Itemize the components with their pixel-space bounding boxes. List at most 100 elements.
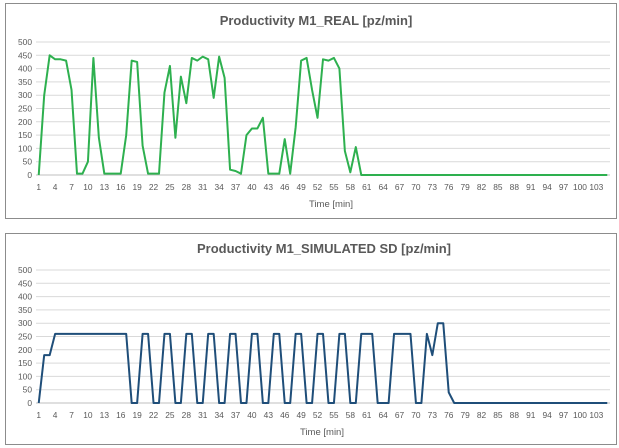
x-tick-label: 94 <box>542 182 552 192</box>
x-tick-label: 43 <box>264 182 274 192</box>
x-tick-label: 34 <box>214 182 224 192</box>
x-tick-label: 61 <box>362 410 372 420</box>
x-tick-label: 13 <box>100 410 110 420</box>
x-tick-label: 103 <box>589 182 603 192</box>
x-tick-label: 76 <box>444 410 454 420</box>
chart-simulated-panel: Productivity M1_SIMULATED SD [pz/min] 0 5… <box>5 233 617 445</box>
y-tick-label: 0 <box>27 170 32 180</box>
x-tick-label: 37 <box>231 410 241 420</box>
y-tick-label: 300 <box>18 90 32 100</box>
chart-simulated: Productivity M1_SIMULATED SD [pz/min] 0 5… <box>18 241 610 438</box>
x-tick-label: 94 <box>542 410 552 420</box>
x-tick-label: 88 <box>510 410 520 420</box>
y-tick-label: 300 <box>18 318 32 328</box>
x-tick-label: 19 <box>132 182 142 192</box>
x-tick-label: 76 <box>444 182 454 192</box>
x-tick-label: 16 <box>116 182 126 192</box>
x-tick-label: 4 <box>53 410 58 420</box>
y-axis-ticks: 0 50 100 150 200 250 300 350 400 450 500 <box>18 37 32 180</box>
y-tick-label: 450 <box>18 50 32 60</box>
y-tick-label: 50 <box>23 157 33 167</box>
y-tick-label: 250 <box>18 332 32 342</box>
x-tick-label: 31 <box>198 182 208 192</box>
x-tick-label: 7 <box>69 182 74 192</box>
x-tick-label: 55 <box>329 410 339 420</box>
series-line <box>37 54 608 176</box>
x-tick-label: 79 <box>460 410 470 420</box>
x-tick-label: 10 <box>83 182 93 192</box>
x-tick-label: 10 <box>83 410 93 420</box>
x-tick-label: 52 <box>313 182 323 192</box>
x-tick-label: 55 <box>329 182 339 192</box>
x-tick-label: 52 <box>313 410 323 420</box>
chart-real-panel: Productivity M1_REAL [pz/min] 0 50 100 150 2… <box>5 3 617 219</box>
x-tick-label: 22 <box>149 182 159 192</box>
y-tick-label: 50 <box>23 385 33 395</box>
x-tick-label: 88 <box>510 182 520 192</box>
x-tick-label: 22 <box>149 410 159 420</box>
y-tick-label: 400 <box>18 292 32 302</box>
y-axis-ticks: 0 50 100 150 200 250 300 350 400 450 500 <box>18 265 32 408</box>
x-tick-label: 7 <box>69 410 74 420</box>
x-tick-label: 64 <box>378 182 388 192</box>
x-tick-label: 85 <box>493 182 503 192</box>
x-tick-label: 64 <box>378 410 388 420</box>
y-tick-label: 200 <box>18 117 32 127</box>
x-tick-label: 70 <box>411 182 421 192</box>
x-tick-label: 25 <box>165 182 175 192</box>
x-tick-label: 49 <box>296 410 306 420</box>
y-tick-label: 450 <box>18 278 32 288</box>
x-tick-label: 79 <box>460 182 470 192</box>
x-tick-label: 91 <box>526 182 536 192</box>
y-tick-label: 100 <box>18 371 32 381</box>
chart-real: Productivity M1_REAL [pz/min] 0 50 100 150 2… <box>18 13 610 210</box>
x-tick-label: 91 <box>526 410 536 420</box>
x-tick-label: 28 <box>182 182 192 192</box>
x-tick-label: 34 <box>214 410 224 420</box>
x-tick-label: 70 <box>411 410 421 420</box>
x-tick-label: 43 <box>264 410 274 420</box>
chart-title: Productivity M1_SIMULATED SD [pz/min] <box>197 241 451 256</box>
x-tick-label: 100 <box>573 182 587 192</box>
y-tick-label: 100 <box>18 143 32 153</box>
x-tick-label: 97 <box>559 410 569 420</box>
y-tick-label: 0 <box>27 398 32 408</box>
y-tick-label: 250 <box>18 104 32 114</box>
x-tick-label: 1 <box>36 182 41 192</box>
x-tick-label: 49 <box>296 182 306 192</box>
x-tick-label: 25 <box>165 410 175 420</box>
y-tick-label: 200 <box>18 345 32 355</box>
x-tick-label: 16 <box>116 410 126 420</box>
x-axis-ticks: 1 4 7 10 13 16 19 22 25 28 31 34 37 40 43 46 49 52 55 58 61 6… <box>36 182 603 192</box>
series-line <box>37 322 608 404</box>
x-tick-label: 1 <box>36 410 41 420</box>
y-tick-label: 500 <box>18 37 32 47</box>
x-tick-label: 61 <box>362 182 372 192</box>
x-tick-label: 67 <box>395 182 405 192</box>
x-tick-label: 67 <box>395 410 405 420</box>
x-tick-label: 13 <box>100 182 110 192</box>
x-tick-label: 46 <box>280 182 290 192</box>
x-tick-label: 97 <box>559 182 569 192</box>
x-tick-label: 100 <box>573 410 587 420</box>
x-tick-label: 4 <box>53 182 58 192</box>
x-tick-label: 85 <box>493 410 503 420</box>
x-tick-label: 58 <box>346 182 356 192</box>
chart-title: Productivity M1_REAL [pz/min] <box>220 13 413 28</box>
x-tick-label: 82 <box>477 410 487 420</box>
y-tick-label: 350 <box>18 305 32 315</box>
x-tick-label: 40 <box>247 410 257 420</box>
x-tick-label: 28 <box>182 410 192 420</box>
x-axis-ticks: 1 4 7 10 13 16 19 22 25 28 31 34 37 40 43 46 49 52 55 58 61 6… <box>36 410 603 420</box>
x-tick-label: 46 <box>280 410 290 420</box>
x-tick-label: 73 <box>428 410 438 420</box>
x-tick-label: 73 <box>428 182 438 192</box>
x-tick-label: 82 <box>477 182 487 192</box>
x-axis-label: Time [min] <box>300 427 344 438</box>
y-tick-label: 150 <box>18 358 32 368</box>
y-tick-label: 500 <box>18 265 32 275</box>
y-tick-label: 350 <box>18 77 32 87</box>
x-tick-label: 37 <box>231 182 241 192</box>
x-tick-label: 19 <box>132 410 142 420</box>
x-axis-label: Time [min] <box>309 199 353 210</box>
